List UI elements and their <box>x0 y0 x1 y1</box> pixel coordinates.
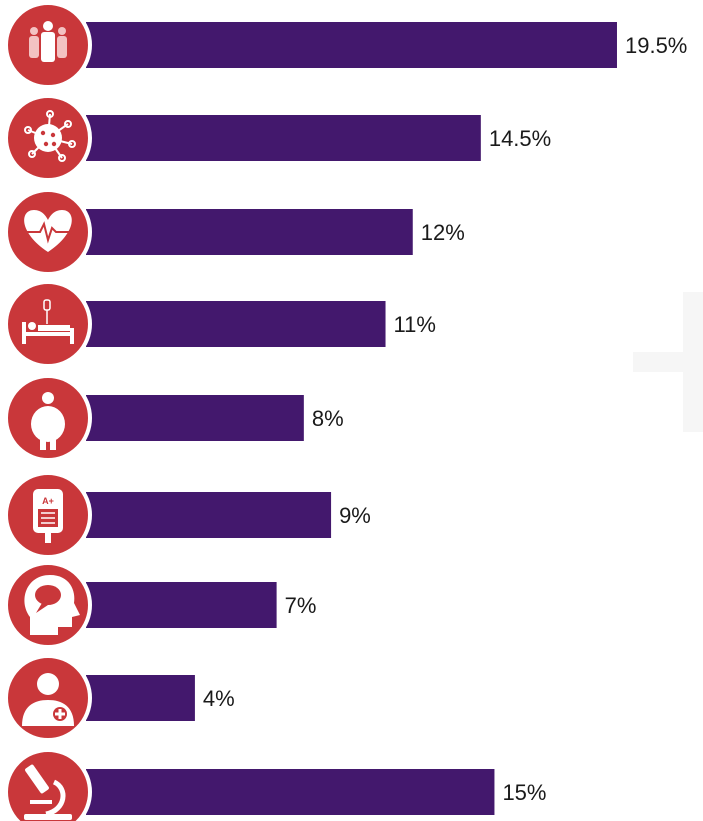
watermark-cross-icon <box>633 292 703 432</box>
data-label: 19.5% <box>625 33 687 58</box>
bar <box>86 395 304 441</box>
bar <box>86 492 332 538</box>
bar <box>86 209 413 255</box>
bar-row: 11% <box>4 280 436 368</box>
data-label: 11% <box>394 312 436 337</box>
svg-text:A+: A+ <box>42 496 54 506</box>
bar <box>86 582 277 628</box>
microscope-icon <box>24 764 72 820</box>
bar-row: A+ 9% <box>4 471 371 559</box>
bar-row: 12% <box>4 188 465 276</box>
data-label: 12% <box>421 220 465 245</box>
bar <box>86 675 195 721</box>
data-label: 15% <box>502 780 546 805</box>
bar-row: 15% <box>4 748 546 821</box>
blood-bag-icon: A+ <box>33 489 63 543</box>
icon-circle <box>4 748 92 821</box>
data-label: 7% <box>285 593 317 618</box>
bar-row: 4% <box>4 654 235 742</box>
hospital-bed-icon <box>22 299 74 344</box>
bar <box>86 115 481 161</box>
bar-row: 19.5% <box>4 1 687 89</box>
data-label: 8% <box>312 406 344 431</box>
icon-circle <box>4 654 92 742</box>
virus-icon <box>24 110 76 162</box>
obesity-icon <box>31 392 65 450</box>
doctor-icon <box>22 673 74 726</box>
bar-row: 8% <box>4 374 344 462</box>
head-speech-icon <box>24 575 81 635</box>
icon-circle <box>4 280 92 368</box>
bar-row: 14.5% <box>4 94 551 182</box>
bar-row: 7% <box>4 561 317 649</box>
bar <box>86 22 617 68</box>
data-label: 14.5% <box>489 126 551 151</box>
data-label: 4% <box>203 686 235 711</box>
family-icon <box>29 21 67 62</box>
heart-rate-icon <box>24 210 72 252</box>
data-label: 9% <box>339 503 371 528</box>
bar <box>86 769 495 815</box>
bar <box>86 301 386 347</box>
